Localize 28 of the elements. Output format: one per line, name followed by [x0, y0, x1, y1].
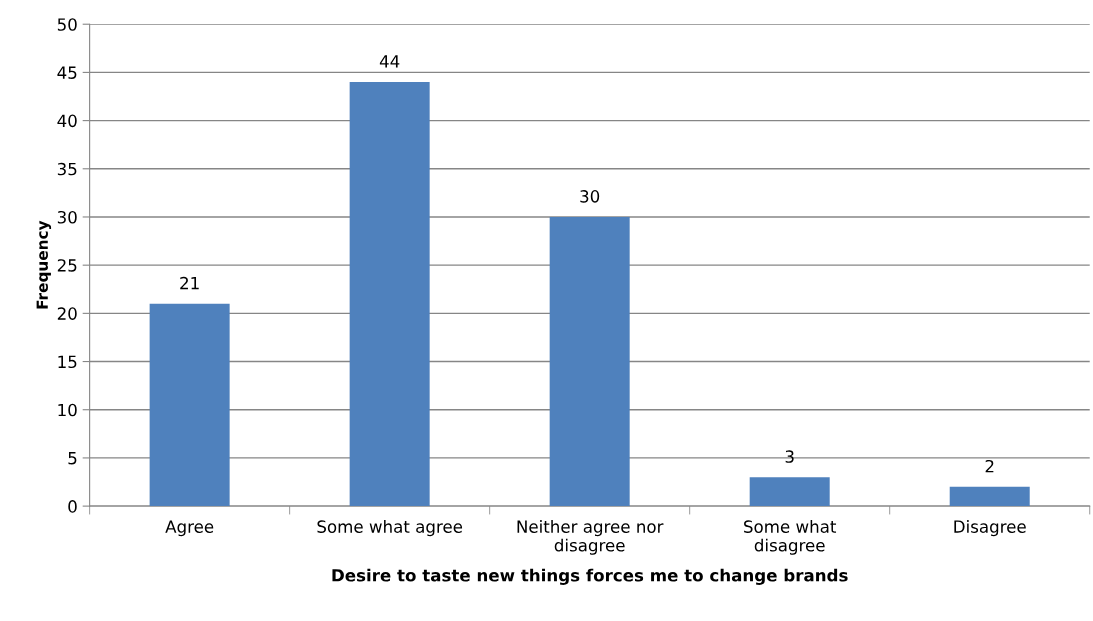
data-label: 21 [180, 276, 199, 290]
data-label: 2 [985, 459, 994, 473]
bar [949, 486, 1030, 507]
y-tick-label: 50 [57, 18, 77, 31]
y-tick-label: 5 [68, 452, 77, 465]
bar [549, 216, 630, 507]
bar [149, 303, 230, 507]
data-label: 44 [379, 55, 400, 68]
data-label: 30 [580, 190, 600, 203]
bar [749, 477, 830, 507]
x-tick-label: Some what disagree [744, 520, 837, 555]
y-tick-label: 45 [57, 66, 77, 79]
data-label: 3 [785, 450, 794, 463]
y-tick-label: 35 [57, 162, 77, 176]
x-tick-label: Disagree [954, 520, 1026, 537]
x-axis-title: Desire to taste new things forces me to change brands [332, 568, 848, 585]
y-tick-label: 10 [58, 403, 77, 417]
y-tick-label: 15 [58, 355, 77, 369]
x-tick-label: Neither agree nor disagree [517, 520, 664, 555]
x-tick-label: Some what agree [317, 520, 463, 537]
y-tick-label: 30 [57, 210, 77, 224]
bar [349, 82, 430, 507]
y-tick-label: 20 [57, 307, 77, 320]
y-axis-title: Frequency [36, 220, 52, 309]
x-tick-label: Agree [165, 520, 214, 537]
y-tick-label: 25 [57, 259, 77, 272]
y-tick-label: 0 [68, 500, 77, 513]
y-tick-label: 40 [57, 114, 77, 128]
